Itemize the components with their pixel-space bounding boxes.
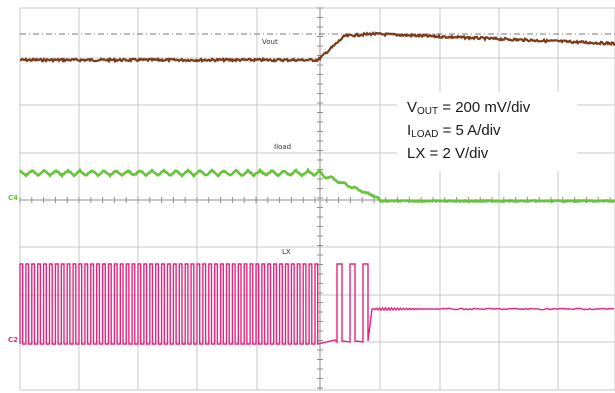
channel-marker-load: C4 <box>8 194 19 202</box>
lx-trace <box>19 263 615 345</box>
scale-legend: VOUT = 200 mV/div ILOAD = 5 A/div LX = 2… <box>397 92 577 171</box>
legend-vout: VOUT = 200 mV/div <box>407 99 531 117</box>
legend-lx: LX = 2 V/div <box>407 145 489 162</box>
vout-trace-label: Vout <box>262 38 278 46</box>
channel-marker-lx: C2 <box>8 336 19 344</box>
iload-trace <box>18 167 615 204</box>
traces <box>18 31 615 345</box>
lx-trace-label: LX <box>282 248 291 256</box>
load-trace-label: Iload <box>274 143 292 151</box>
legend-iload: ILOAD = 5 A/div <box>407 122 501 140</box>
vout-trace <box>19 31 615 64</box>
